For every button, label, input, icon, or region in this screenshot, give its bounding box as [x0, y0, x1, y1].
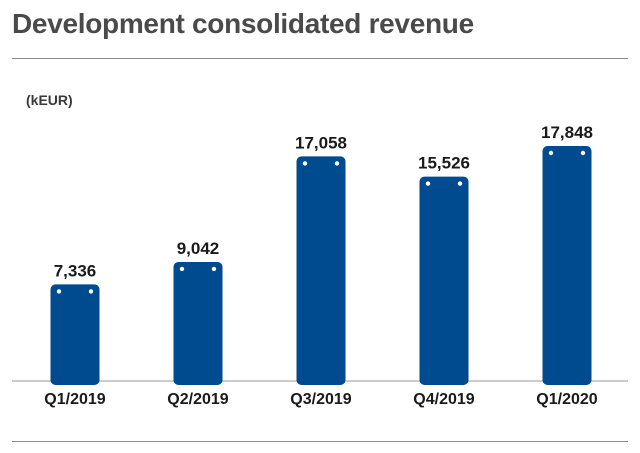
bar-2-dot-1 [179, 266, 185, 272]
bar-1 [50, 284, 100, 385]
bar-group: 7,336 Q1/2019 9,042 Q2/2019 17,058 Q3/2019 15,… [44, 123, 597, 408]
category-label-1: Q1/2019 [44, 391, 105, 408]
bar-4 [419, 176, 469, 385]
bottom-divider [12, 441, 628, 442]
bar-3 [296, 156, 346, 385]
bar-3-dot-1 [302, 161, 308, 166]
bar-1-dot-2 [88, 289, 94, 294]
category-label-5: Q1/2020 [536, 391, 597, 408]
bar-3-dot-2 [334, 161, 340, 166]
category-label-3: Q3/2019 [290, 391, 351, 408]
title-divider [12, 58, 628, 59]
bar-5 [542, 146, 592, 385]
value-label-5: 17,848 [541, 123, 593, 142]
unit-label: (kEUR) [26, 92, 73, 108]
category-label-4: Q4/2019 [413, 391, 474, 408]
category-label-2: Q2/2019 [167, 391, 228, 408]
bar-2-dot-2 [211, 266, 217, 272]
bar-5-dot-1 [548, 150, 554, 156]
value-label-3: 17,058 [295, 133, 347, 152]
bar-4-dot-1 [425, 181, 431, 186]
chart-title: Development consolidated revenue [12, 8, 474, 39]
value-label-1: 7,336 [54, 261, 97, 280]
bar-4-dot-2 [457, 181, 463, 186]
bar-2 [173, 261, 223, 385]
value-label-4: 15,526 [418, 154, 470, 173]
bar-5-dot-2 [580, 150, 586, 156]
bar-1-dot-1 [56, 289, 62, 294]
value-label-2: 9,042 [177, 239, 220, 258]
